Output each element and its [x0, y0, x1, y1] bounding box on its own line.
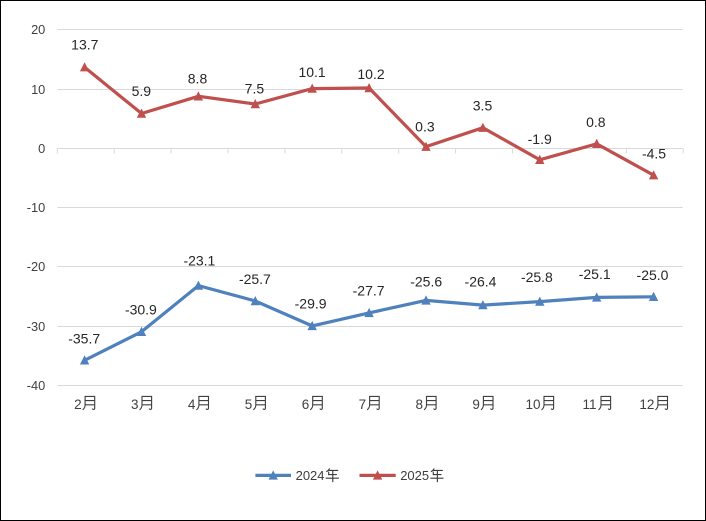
- svg-text:-35.7: -35.7: [68, 331, 100, 347]
- svg-text:3: 3: [131, 397, 139, 412]
- svg-text:-25.1: -25.1: [579, 266, 611, 282]
- svg-text:2: 2: [74, 397, 82, 412]
- svg-text:-27.7: -27.7: [353, 282, 385, 298]
- svg-text:7.5: 7.5: [245, 80, 265, 96]
- svg-text:9: 9: [472, 397, 480, 412]
- svg-text:10: 10: [526, 397, 541, 412]
- svg-text:-26.4: -26.4: [465, 274, 497, 290]
- svg-text:0.8: 0.8: [586, 114, 606, 130]
- svg-text:10: 10: [31, 82, 45, 97]
- svg-text:12: 12: [639, 397, 654, 412]
- svg-text:0: 0: [38, 141, 45, 156]
- svg-text:-30: -30: [27, 319, 46, 334]
- svg-text:10.2: 10.2: [357, 66, 384, 82]
- svg-text:-29.9: -29.9: [295, 296, 327, 312]
- svg-text:8.8: 8.8: [188, 71, 208, 87]
- svg-text:13.7: 13.7: [71, 36, 98, 52]
- svg-text:5.9: 5.9: [132, 83, 152, 99]
- svg-text:-10: -10: [27, 200, 46, 215]
- svg-text:-25.7: -25.7: [239, 271, 271, 287]
- svg-text:6: 6: [302, 397, 310, 412]
- svg-text:-4.5: -4.5: [642, 145, 666, 161]
- svg-text:-30.9: -30.9: [125, 302, 157, 318]
- svg-text:10.1: 10.1: [298, 64, 325, 80]
- svg-text:-20: -20: [27, 259, 46, 274]
- svg-text:-40: -40: [27, 378, 46, 393]
- svg-text:2025: 2025: [400, 468, 429, 483]
- svg-text:-25.0: -25.0: [637, 267, 669, 283]
- svg-text:-25.6: -25.6: [410, 274, 442, 290]
- svg-text:0.3: 0.3: [415, 119, 435, 135]
- svg-text:8: 8: [416, 397, 424, 412]
- svg-text:-1.9: -1.9: [528, 131, 552, 147]
- svg-text:7: 7: [359, 397, 367, 412]
- svg-text:4: 4: [188, 397, 196, 412]
- svg-text:5: 5: [245, 397, 253, 412]
- svg-text:2024: 2024: [296, 468, 325, 483]
- svg-text:11: 11: [583, 397, 597, 412]
- svg-text:20: 20: [31, 22, 45, 37]
- svg-text:3.5: 3.5: [473, 98, 493, 114]
- svg-text:-23.1: -23.1: [183, 252, 215, 268]
- svg-text:-25.8: -25.8: [521, 269, 553, 285]
